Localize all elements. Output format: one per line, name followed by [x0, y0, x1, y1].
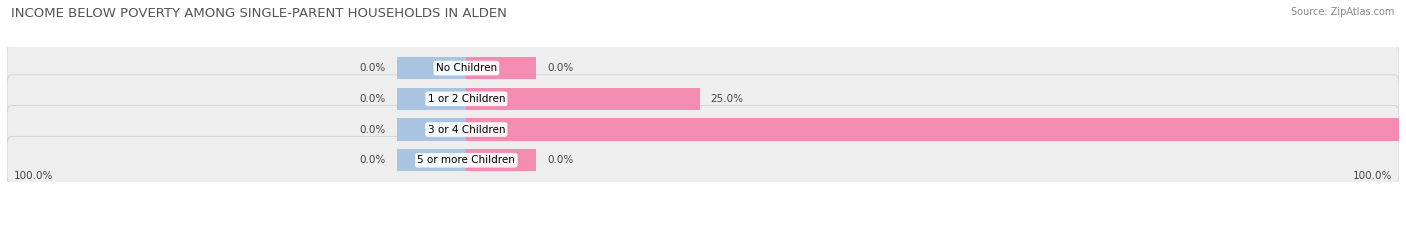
Bar — [467, 57, 536, 79]
Text: Source: ZipAtlas.com: Source: ZipAtlas.com — [1291, 7, 1395, 17]
Text: 25.0%: 25.0% — [710, 94, 744, 104]
FancyBboxPatch shape — [7, 44, 1399, 92]
Text: INCOME BELOW POVERTY AMONG SINGLE-PARENT HOUSEHOLDS IN ALDEN: INCOME BELOW POVERTY AMONG SINGLE-PARENT… — [11, 7, 508, 20]
Text: 0.0%: 0.0% — [360, 155, 385, 165]
Bar — [396, 149, 467, 171]
Bar — [467, 88, 700, 110]
Text: 100.0%: 100.0% — [14, 171, 53, 181]
Text: 0.0%: 0.0% — [547, 155, 574, 165]
Text: 3 or 4 Children: 3 or 4 Children — [427, 124, 505, 134]
Text: 0.0%: 0.0% — [547, 63, 574, 73]
Text: 0.0%: 0.0% — [360, 63, 385, 73]
FancyBboxPatch shape — [7, 136, 1399, 184]
Text: 1 or 2 Children: 1 or 2 Children — [427, 94, 505, 104]
Text: 100.0%: 100.0% — [1353, 171, 1392, 181]
FancyBboxPatch shape — [7, 106, 1399, 154]
Bar — [396, 57, 467, 79]
Bar — [396, 118, 467, 140]
Text: 0.0%: 0.0% — [360, 94, 385, 104]
Text: 5 or more Children: 5 or more Children — [418, 155, 516, 165]
Text: 0.0%: 0.0% — [360, 124, 385, 134]
Bar — [396, 88, 467, 110]
Bar — [467, 118, 1399, 140]
FancyBboxPatch shape — [7, 75, 1399, 123]
Bar — [467, 149, 536, 171]
Text: No Children: No Children — [436, 63, 496, 73]
